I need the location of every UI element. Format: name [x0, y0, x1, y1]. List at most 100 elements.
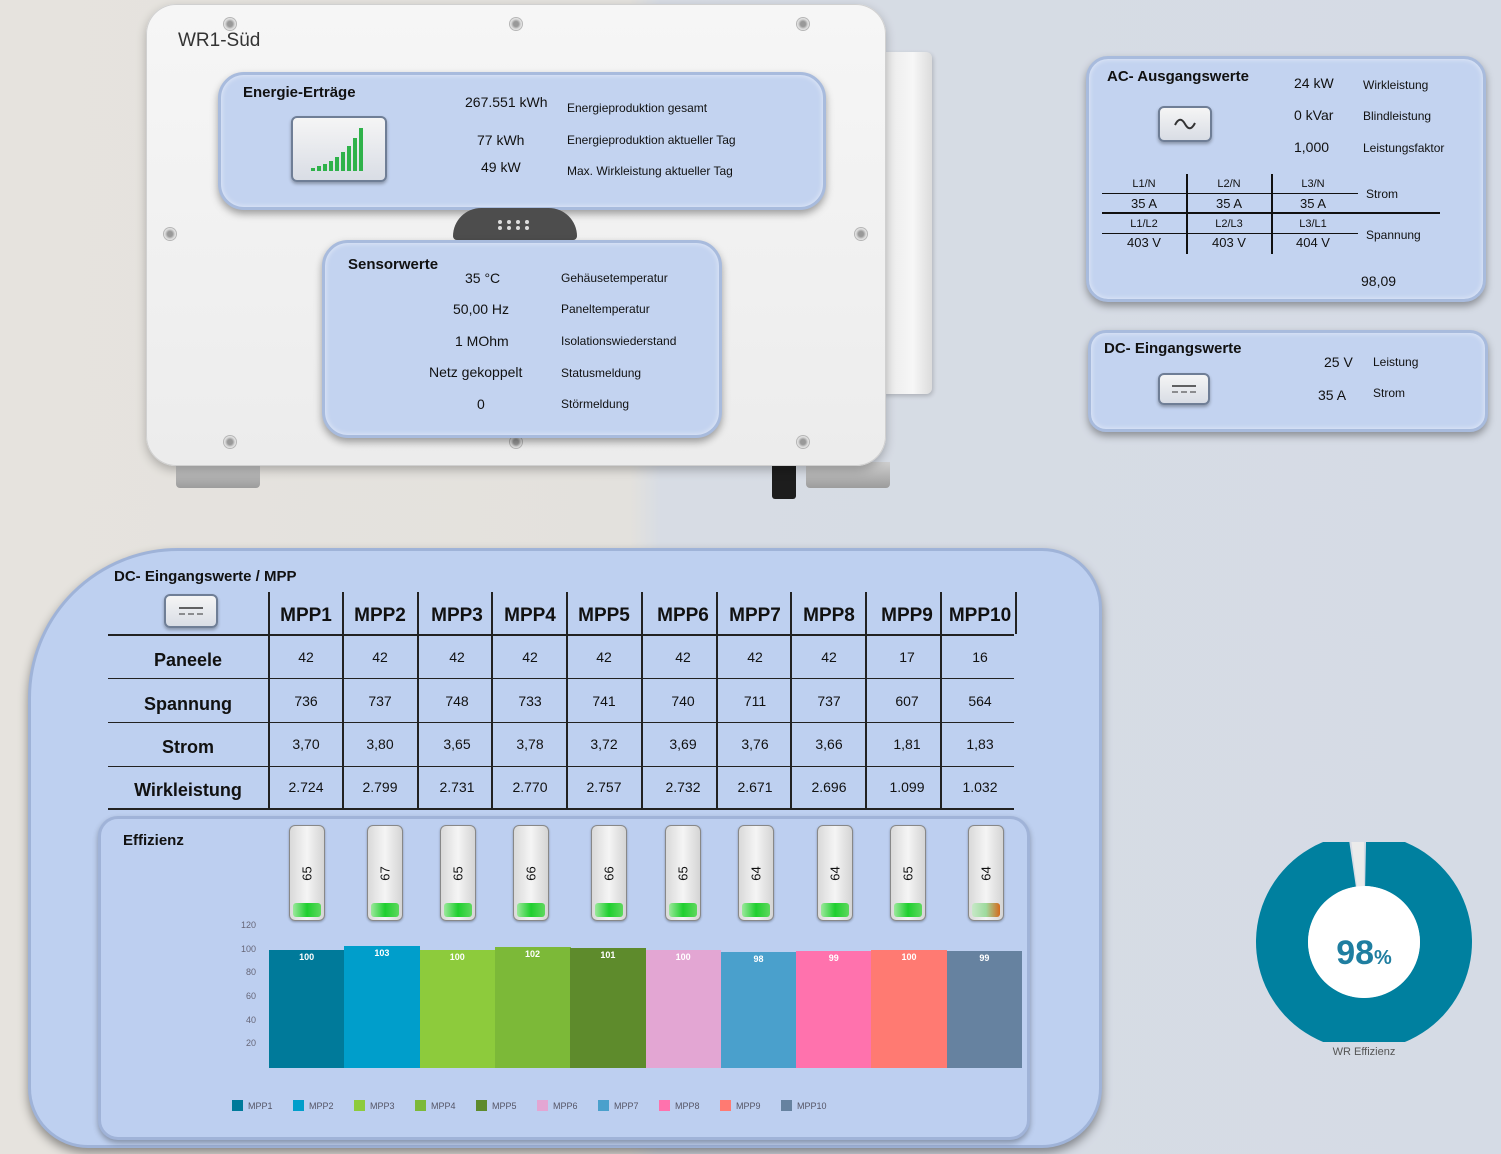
y-tick-label: 40 — [245, 1014, 256, 1025]
dc-value: 25 V — [1324, 354, 1353, 370]
dc-label: Strom — [1373, 386, 1406, 400]
row-label: Spannung — [144, 694, 232, 714]
efficiency-gauge: 65 — [665, 825, 701, 921]
efficiency-gauge: 64 — [738, 825, 774, 921]
line-voltage: 403 V — [1212, 235, 1246, 250]
dc-title: DC- Eingangswerte — [1104, 340, 1242, 357]
efficiency-title: Effizienz — [123, 832, 184, 849]
legend-swatch — [537, 1100, 548, 1111]
chart-bar — [946, 950, 1023, 1068]
legend-item: MPP9 — [720, 1100, 761, 1111]
screw — [797, 18, 809, 30]
bar-value-label: 99 — [828, 952, 839, 963]
table-cell: 3,76 — [741, 736, 769, 752]
screw — [510, 436, 522, 448]
bar-value-label: 100 — [449, 951, 465, 962]
divider — [1186, 174, 1188, 254]
ac-label: Leistungsfaktor — [1363, 141, 1445, 155]
table-cell: 740 — [671, 693, 695, 709]
dc-symbol-icon — [1158, 373, 1210, 405]
divider — [1102, 233, 1358, 234]
sensor-label: Störmeldung — [561, 397, 630, 411]
donut-center — [1308, 886, 1420, 998]
energy-total-label: Energieproduktion gesamt — [567, 101, 708, 115]
bar-value-label: 102 — [525, 949, 541, 960]
table-row-rule — [108, 722, 1014, 723]
legend-item: MPP2 — [293, 1100, 334, 1111]
gauge-value: 66 — [601, 866, 617, 881]
legend-swatch — [476, 1100, 487, 1111]
ac-title: AC- Ausgangswerte — [1107, 68, 1249, 85]
max-power-value: 49 kW — [481, 159, 521, 175]
mpp-header: MPP10 — [948, 605, 1012, 626]
line-voltage: 403 V — [1127, 235, 1161, 250]
sensor-label: Isolationswiederstand — [561, 334, 677, 348]
inverter-foot-right — [806, 462, 890, 488]
chart-bar — [419, 949, 496, 1068]
table-cell: 2.731 — [439, 779, 475, 795]
chart-bar — [871, 949, 948, 1068]
line-voltage: 404 V — [1296, 235, 1330, 250]
dc-value: 35 A — [1318, 387, 1347, 403]
table-cell: 42 — [449, 649, 465, 665]
bar-value-label: 100 — [901, 951, 917, 962]
table-cell: 3,70 — [292, 736, 320, 752]
legend-swatch — [293, 1100, 304, 1111]
table-cell: 607 — [895, 693, 919, 709]
table-cell: 2.671 — [737, 779, 773, 795]
gauge-fill — [517, 903, 545, 917]
table-cell: 737 — [368, 693, 392, 709]
gauge-value: 65 — [299, 866, 315, 881]
bar-value-label: 100 — [299, 951, 315, 962]
ac-value: 1,000 — [1294, 139, 1330, 155]
table-cell: 736 — [294, 693, 318, 709]
table-cell: 733 — [518, 693, 542, 709]
table-cell: 42 — [747, 649, 763, 665]
inverter-foot-left — [176, 462, 260, 488]
mpp-header: MPP1 — [280, 605, 332, 626]
mpp-header: MPP3 — [431, 605, 483, 626]
dc-input-panel — [1088, 330, 1488, 432]
y-tick-label: 60 — [245, 991, 256, 1001]
table-cell: 737 — [817, 693, 841, 709]
table-cell: 2.732 — [665, 779, 701, 795]
legend-label: MPP4 — [431, 1100, 456, 1111]
table-cell: 17 — [899, 649, 915, 665]
legend-label: MPP3 — [370, 1100, 395, 1111]
legend-item: MPP3 — [354, 1100, 395, 1111]
table-cell: 3,66 — [815, 736, 843, 752]
status-led-bar — [453, 208, 577, 240]
phase-current: 35 A — [1130, 196, 1158, 211]
table-cell: 2.724 — [288, 779, 324, 795]
energy-title: Energie-Erträge — [243, 84, 356, 101]
phase-current: 35 A — [1299, 196, 1327, 211]
device-title: WR1-Süd — [178, 30, 261, 51]
legend-item: MPP5 — [476, 1100, 517, 1111]
sensor-label: Gehäusetemperatur — [561, 271, 668, 285]
table-row-rule — [108, 678, 1014, 679]
legend-item: MPP6 — [537, 1100, 578, 1111]
wr-efficiency-donut — [1252, 834, 1476, 1050]
legend-item: MPP8 — [659, 1100, 700, 1111]
legend-swatch — [354, 1100, 365, 1111]
table-cell: 42 — [372, 649, 388, 665]
phase-header: L3/N — [1301, 178, 1325, 190]
spannung-label: Spannung — [1366, 228, 1421, 242]
energy-day-label: Energieproduktion aktueller Tag — [567, 133, 736, 147]
table-cell: 2.799 — [362, 779, 398, 795]
gauge-fill — [595, 903, 623, 917]
table-cell: 42 — [522, 649, 538, 665]
table-cell: 711 — [743, 693, 767, 709]
table-cell: 2.757 — [586, 779, 622, 795]
gauge-value: 65 — [675, 866, 691, 881]
donut-rest-slice — [1350, 834, 1364, 887]
gauge-value: 64 — [827, 866, 843, 881]
table-cell: 42 — [298, 649, 314, 665]
efficiency-gauge: 65 — [440, 825, 476, 921]
row-label: Wirkleistung — [134, 780, 242, 800]
sensor-value: 1 MOhm — [455, 333, 509, 349]
sine-wave-icon — [1158, 106, 1212, 142]
sensor-value: 50,00 Hz — [453, 301, 510, 317]
y-tick-label: 120 — [240, 920, 256, 930]
gauge-fill — [293, 903, 321, 917]
